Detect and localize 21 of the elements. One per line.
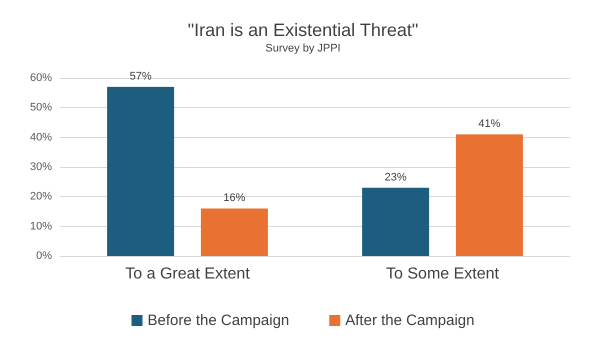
bar [456,134,523,256]
bar [200,208,268,256]
y-tick-label: 10% [30,220,52,232]
y-tick-label: 40% [30,131,52,144]
y-tick-label: 20% [30,190,52,203]
y-tick-label: 30% [30,161,52,173]
legend-label: Before the Campaign [148,312,290,329]
x-tick-label: To Some Extent [386,266,500,282]
data-label: 57% [130,70,152,82]
chart-subtitle: Survey by JPPI [265,42,341,54]
bar [362,188,430,256]
y-tick-label: 60% [30,72,52,84]
y-tick-label: 0% [36,250,52,262]
chart-title: "Iran is an Existential Threat" [188,20,418,40]
data-label: 23% [384,171,407,184]
data-label: 16% [223,192,246,204]
y-tick-label: 50% [30,102,52,114]
x-tick-label: To a Great Extent [125,266,250,282]
data-label: 41% [478,118,501,130]
bar [107,86,174,256]
legend-label: After the Campaign [345,312,475,329]
